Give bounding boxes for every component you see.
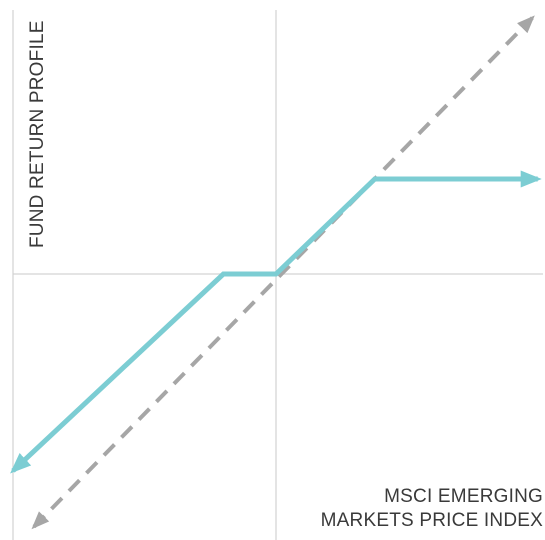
fund-return-profile-line: [10, 170, 542, 474]
y-axis-label: FUND RETURN PROFILE: [27, 20, 48, 248]
market-index-dashed-line: [31, 15, 535, 530]
series-layer: [10, 15, 542, 530]
x-axis-label-line-1: MSCI EMERGING: [384, 486, 543, 507]
x-axis-label-line-2: MARKETS PRICE INDEX: [321, 510, 543, 531]
